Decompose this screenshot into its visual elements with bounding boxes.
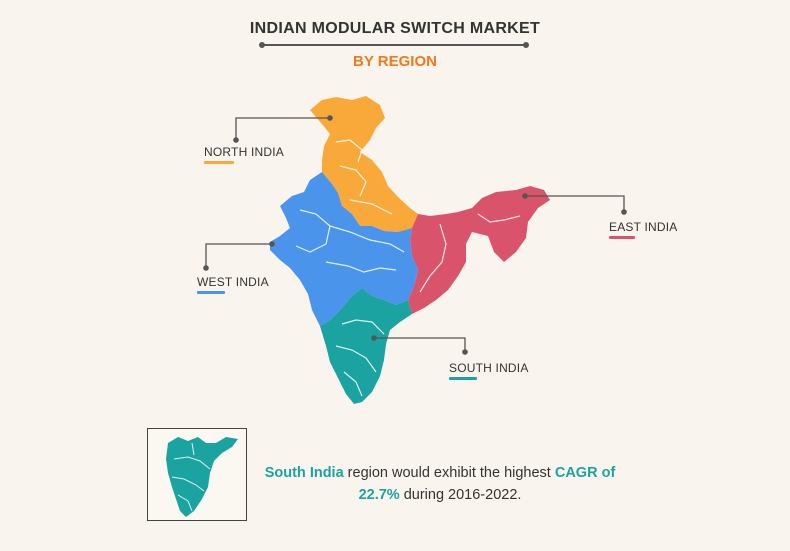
title-rule — [259, 42, 529, 48]
leader-north — [235, 117, 330, 140]
leader-west — [205, 243, 272, 268]
leader-east-dot — [522, 193, 528, 199]
leader-south-end — [462, 349, 468, 355]
callout-text: South India region would exhibit the hig… — [240, 462, 640, 506]
label-south-india: SOUTH INDIA — [449, 361, 529, 375]
label-west-india: WEST INDIA — [197, 275, 269, 289]
leader-north-dot — [327, 115, 333, 121]
leader-east — [525, 195, 625, 212]
chart-title: INDIAN MODULAR SWITCH MARKET — [249, 20, 541, 37]
region-south-shape[interactable] — [320, 288, 412, 404]
callout-text-b: during 2016-2022. — [399, 487, 522, 503]
leader-west-end — [203, 265, 209, 271]
south-india-inset — [147, 428, 247, 521]
inset-south-shape — [166, 437, 238, 517]
rule-dot-left — [259, 42, 265, 48]
callout-text-a: region would exhibit the highest — [343, 465, 555, 481]
region-east-shape[interactable] — [408, 186, 550, 314]
leader-west-dot — [269, 241, 275, 247]
south-underline — [449, 377, 477, 380]
north-underline — [204, 161, 234, 164]
leader-east-end — [621, 209, 627, 215]
east-underline — [609, 236, 635, 239]
label-east-india: EAST INDIA — [609, 220, 678, 234]
region-west-shape[interactable] — [270, 172, 418, 326]
region-north-shape[interactable] — [310, 96, 418, 232]
west-underline — [197, 291, 225, 294]
leader-south-dot — [371, 335, 377, 341]
rule-dot-right — [523, 42, 529, 48]
leader-north-end — [233, 137, 239, 143]
chart-subtitle: BY REGION — [353, 53, 437, 70]
leader-south — [374, 337, 466, 352]
callout-region: South India — [264, 465, 344, 481]
south-india-inset-map — [166, 437, 238, 517]
callout-value: 22.7% — [358, 487, 400, 503]
callout-highlight: CAGR of — [554, 465, 616, 481]
label-north-india: NORTH INDIA — [204, 145, 284, 159]
